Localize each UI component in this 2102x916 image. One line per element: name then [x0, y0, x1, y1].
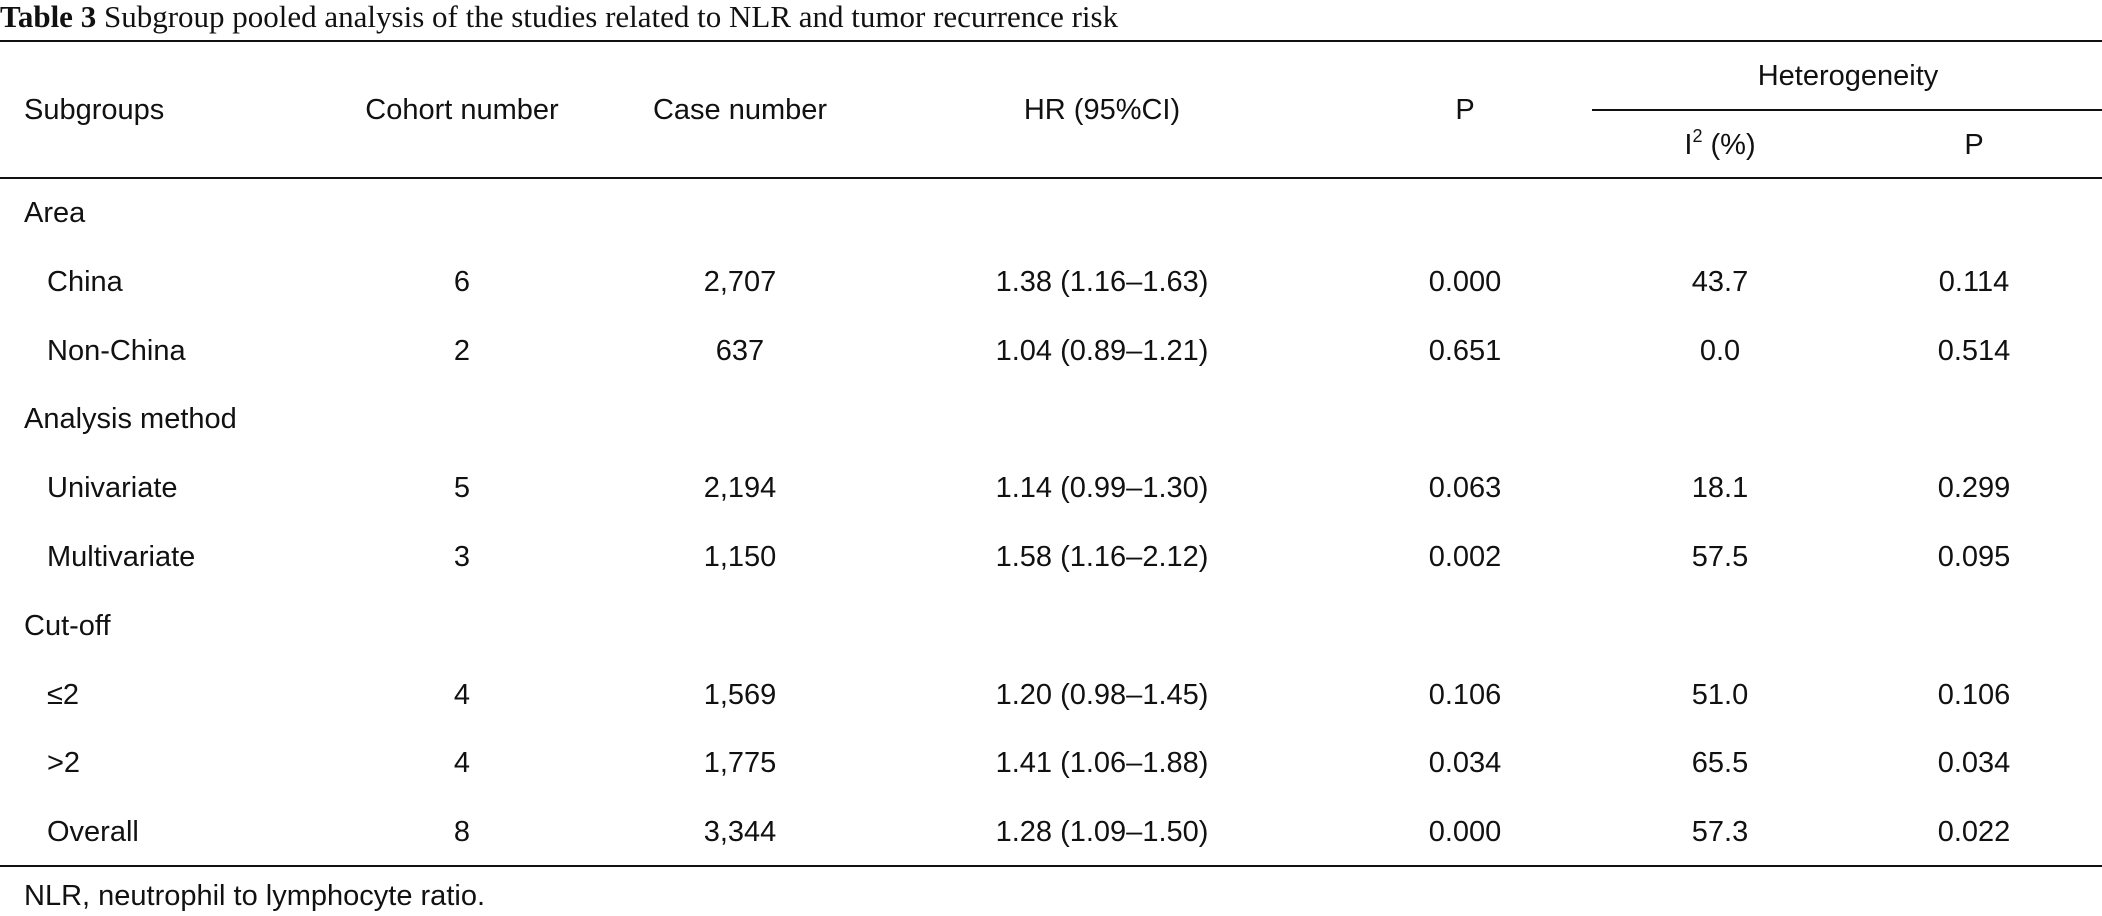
header-case-number: Case number: [652, 94, 828, 126]
cell-subgroup: Multivariate: [47, 541, 196, 573]
table-header-rule: [0, 177, 2102, 179]
cell-p: 0.034: [1428, 747, 1502, 779]
cell-i-squared: 57.5: [1691, 541, 1749, 573]
table-bottom-rule: [0, 865, 2102, 867]
cell-het-p: 0.114: [1938, 266, 2010, 298]
cell-i-squared: 57.3: [1691, 816, 1749, 848]
header-i-squared-unit: (%): [1702, 129, 1756, 161]
cell-p: 0.063: [1428, 472, 1502, 504]
cell-case-number: 2,707: [703, 266, 777, 298]
cell-subgroup: ≤2: [47, 679, 80, 711]
cell-case-number: 3,344: [703, 816, 777, 848]
group-label: Analysis method: [24, 403, 237, 435]
cell-p: 0.002: [1428, 541, 1502, 573]
cell-subgroup: Overall: [47, 816, 139, 848]
cell-p: 0.106: [1428, 679, 1502, 711]
cell-subgroup: >2: [47, 747, 81, 779]
header-heterogeneity: Heterogeneity: [1757, 60, 1939, 92]
cell-cohort-number: 2: [453, 335, 471, 367]
cell-case-number: 2,194: [703, 472, 777, 504]
cell-het-p: 0.095: [1937, 541, 2011, 573]
header-p: P: [1455, 94, 1475, 126]
cell-i-squared: 43.7: [1691, 266, 1749, 298]
header-i-squared: I2 (%): [1684, 126, 1756, 162]
header-hr: HR (95%CI): [1023, 94, 1181, 126]
header-i-squared-base: I: [1684, 129, 1693, 161]
cell-case-number: 1,150: [703, 541, 777, 573]
cell-i-squared: 18.1: [1691, 472, 1749, 504]
cell-cohort-number: 6: [453, 266, 471, 298]
cell-cohort-number: 5: [453, 472, 471, 504]
cell-subgroup: Univariate: [47, 472, 178, 504]
table-caption: Table 3 Subgroup pooled analysis of the …: [0, 0, 1118, 36]
cell-subgroup: Non-China: [47, 335, 186, 367]
cell-i-squared: 51.0: [1691, 679, 1749, 711]
heterogeneity-rule: [1592, 109, 2102, 111]
cell-cohort-number: 8: [453, 816, 471, 848]
cell-p: 0.651: [1428, 335, 1502, 367]
cell-subgroup: China: [47, 266, 123, 298]
cell-case-number: 637: [715, 335, 765, 367]
cell-cohort-number: 4: [453, 747, 471, 779]
cell-hr: 1.28 (1.09–1.50): [995, 816, 1209, 848]
cell-hr: 1.58 (1.16–2.12): [995, 541, 1209, 573]
cell-case-number: 1,569: [703, 679, 777, 711]
cell-i-squared: 65.5: [1691, 747, 1749, 779]
cell-cohort-number: 4: [453, 679, 471, 711]
cell-i-squared: 0.0: [1699, 335, 1741, 367]
cell-het-p: 0.034: [1937, 747, 2011, 779]
group-label: Cut-off: [24, 610, 111, 642]
table-footnote: NLR, neutrophil to lymphocyte ratio.: [24, 880, 485, 912]
group-label: Area: [24, 197, 86, 229]
header-subgroups: Subgroups: [24, 94, 165, 126]
header-cohort-number: Cohort number: [365, 94, 559, 126]
cell-hr: 1.04 (0.89–1.21): [995, 335, 1209, 367]
table-top-rule: [0, 40, 2102, 42]
cell-hr: 1.38 (1.16–1.63): [995, 266, 1209, 298]
header-het-p: P: [1964, 129, 1984, 161]
header-i-squared-sup: 2: [1692, 126, 1703, 146]
cell-p: 0.000: [1428, 816, 1502, 848]
cell-het-p: 0.514: [1937, 335, 2011, 367]
cell-het-p: 0.022: [1937, 816, 2011, 848]
table-title: Subgroup pooled analysis of the studies …: [103, 0, 1119, 34]
cell-hr: 1.41 (1.06–1.88): [995, 747, 1209, 779]
cell-hr: 1.14 (0.99–1.30): [995, 472, 1209, 504]
cell-het-p: 0.299: [1937, 472, 2011, 504]
table-label: Table 3: [0, 0, 97, 34]
cell-p: 0.000: [1428, 266, 1502, 298]
cell-cohort-number: 3: [453, 541, 471, 573]
cell-case-number: 1,775: [703, 747, 777, 779]
cell-het-p: 0.106: [1937, 679, 2011, 711]
cell-hr: 1.20 (0.98–1.45): [995, 679, 1209, 711]
